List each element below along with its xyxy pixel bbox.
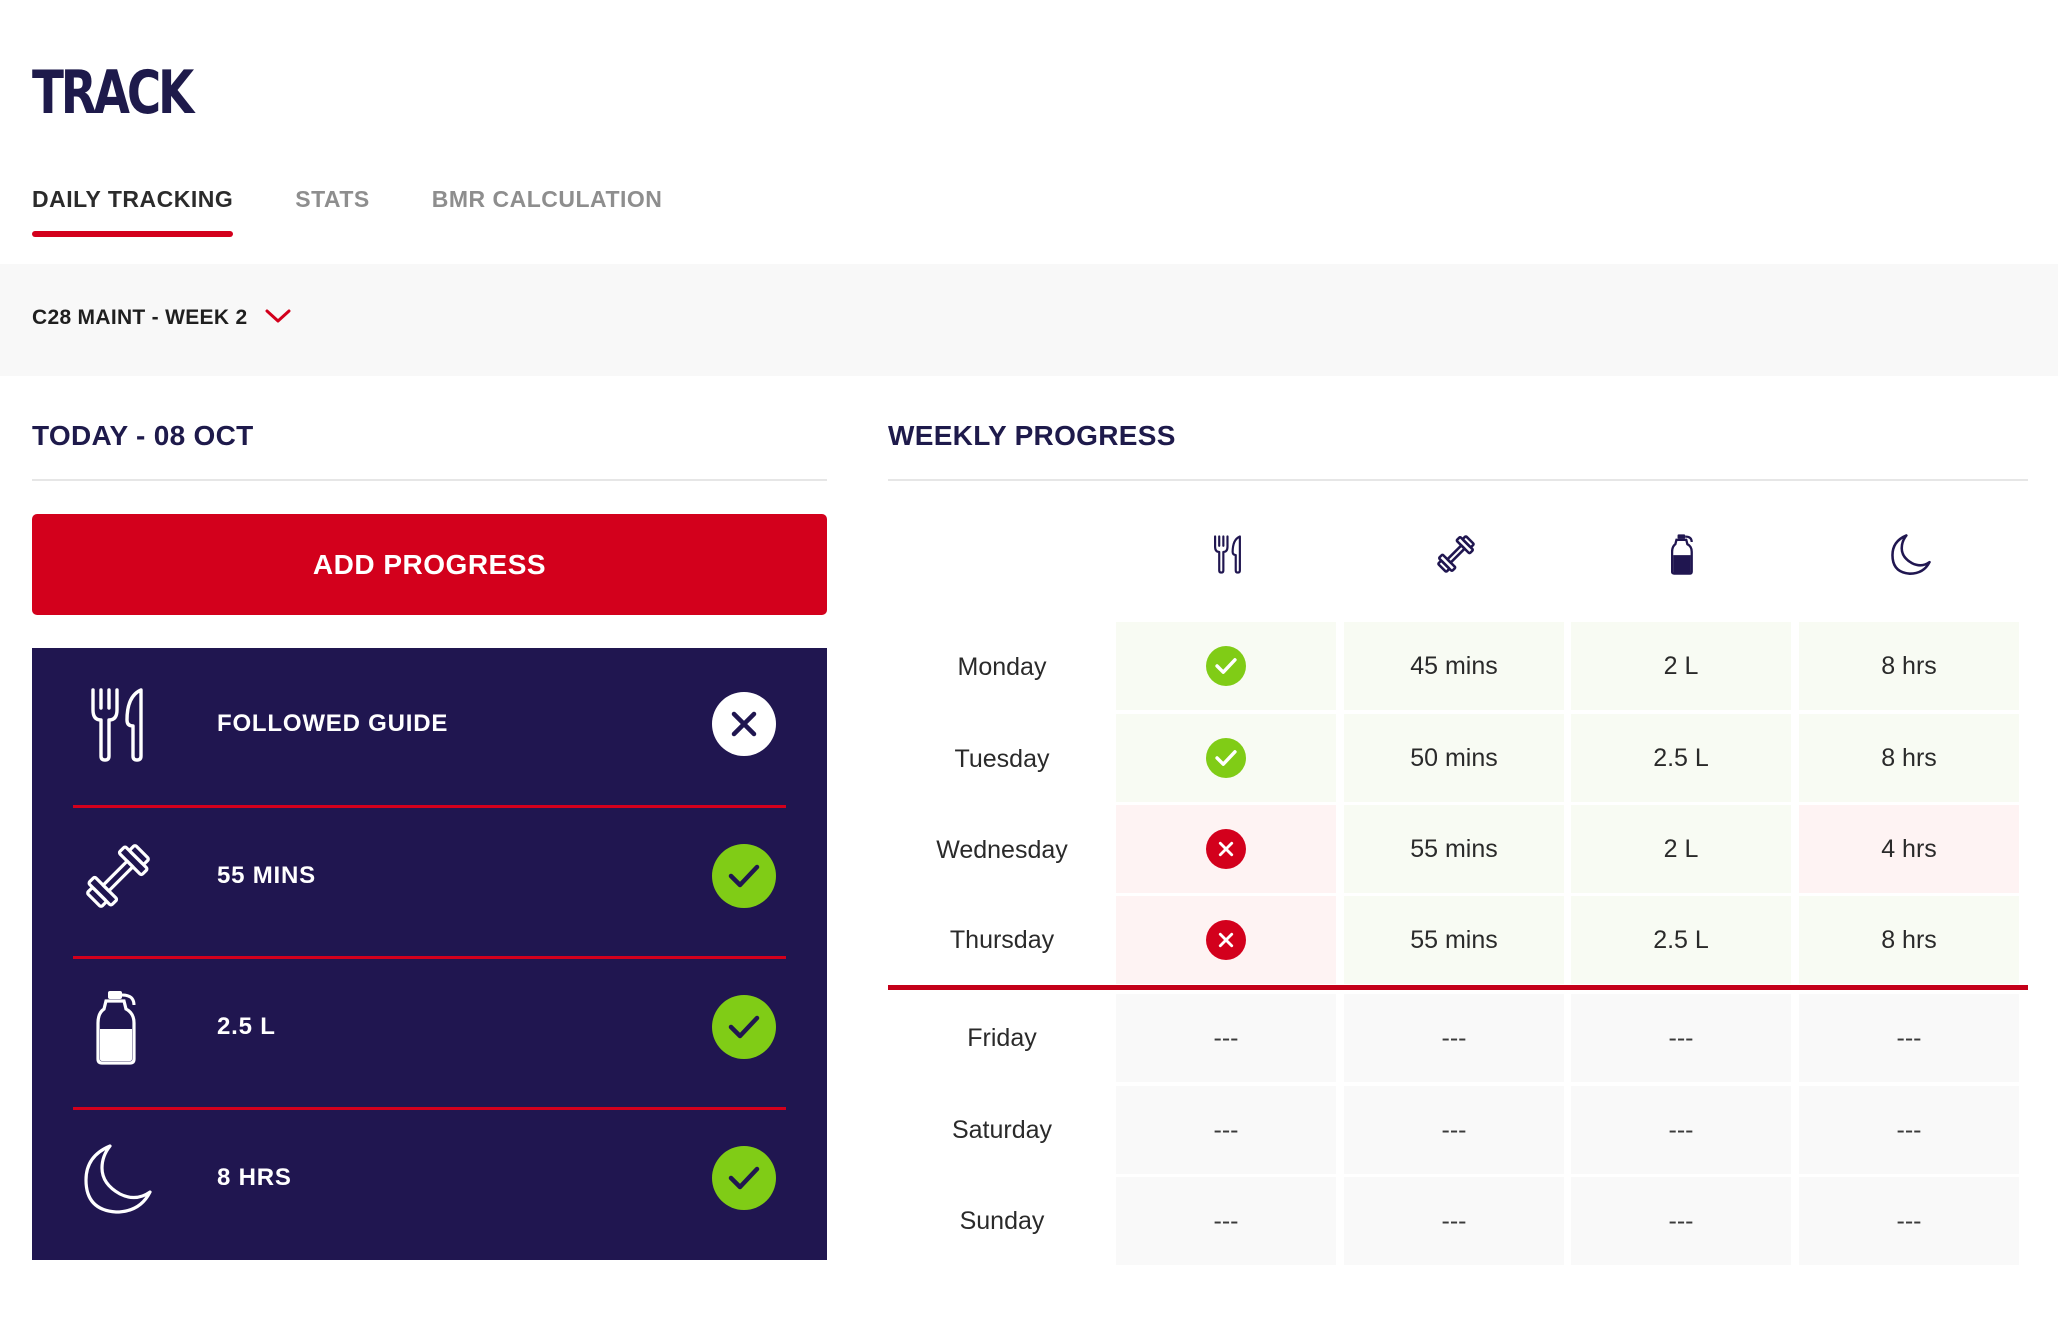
today-divider xyxy=(32,479,827,481)
daily-item-label: 55 MINS xyxy=(217,861,316,889)
water-cell: 2.5 L xyxy=(1571,714,1791,802)
water-bottle-icon xyxy=(1573,524,1793,584)
add-progress-button[interactable]: ADD PROGRESS xyxy=(32,514,827,615)
page-title: TRACK xyxy=(32,58,194,128)
day-label: Tuesday xyxy=(954,745,1050,773)
food-cell: --- xyxy=(1116,994,1336,1082)
status-met-icon[interactable] xyxy=(712,994,776,1059)
status-met-icon[interactable] xyxy=(712,843,776,908)
sleep-cell: --- xyxy=(1799,1177,2019,1265)
exercise-cell: 55 mins xyxy=(1344,896,1564,984)
food-cell xyxy=(1116,714,1336,802)
exercise-cell: 50 mins xyxy=(1344,714,1564,802)
exercise-cell: --- xyxy=(1344,1177,1564,1265)
moon-icon xyxy=(1801,524,2021,584)
daily-item-label: 8 HRS xyxy=(217,1163,292,1191)
day-label: Saturday xyxy=(951,1116,1053,1144)
sleep-cell: --- xyxy=(1799,1086,2019,1174)
daily-item-exercise[interactable]: 55 MINS xyxy=(32,800,827,951)
week-dropdown[interactable]: C28 MAINT - WEEK 2 xyxy=(32,306,291,330)
sleep-cell: 4 hrs xyxy=(1799,805,2019,893)
weekly-divider xyxy=(888,479,2028,481)
tab-bar: DAILY TRACKING STATS BMR CALCULATION xyxy=(32,186,724,237)
row-divider xyxy=(73,805,786,808)
water-cell: --- xyxy=(1571,1177,1791,1265)
moon-icon xyxy=(78,1138,158,1218)
food-cell xyxy=(1116,896,1336,984)
cross-icon xyxy=(1206,920,1246,960)
food-cell: --- xyxy=(1116,1086,1336,1174)
tab-bmr-calculation[interactable]: BMR CALCULATION xyxy=(431,186,663,212)
sleep-cell: --- xyxy=(1799,994,2019,1082)
water-cell: --- xyxy=(1571,994,1791,1082)
day-label: Monday xyxy=(957,653,1047,681)
dumbbell-icon xyxy=(1346,524,1566,584)
check-icon xyxy=(1206,738,1246,778)
exercise-cell: 55 mins xyxy=(1344,805,1564,893)
tab-stats[interactable]: STATS xyxy=(295,186,370,212)
daily-panel: FOLLOWED GUIDE 55 MINS xyxy=(32,648,827,1260)
fork-knife-icon xyxy=(78,684,158,764)
exercise-cell: --- xyxy=(1344,994,1564,1082)
day-label: Sunday xyxy=(959,1207,1045,1235)
check-icon xyxy=(1206,646,1246,686)
cross-icon xyxy=(1206,829,1246,869)
water-cell: --- xyxy=(1571,1086,1791,1174)
day-label: Friday xyxy=(967,1024,1037,1052)
daily-item-label: FOLLOWED GUIDE xyxy=(217,709,449,737)
water-bottle-icon xyxy=(78,987,158,1067)
food-cell xyxy=(1116,622,1336,710)
daily-item-water[interactable]: 2.5 L xyxy=(32,951,827,1102)
row-divider xyxy=(73,1107,786,1110)
exercise-cell: --- xyxy=(1344,1086,1564,1174)
sleep-cell: 8 hrs xyxy=(1799,896,2019,984)
exercise-cell: 45 mins xyxy=(1344,622,1564,710)
dumbbell-icon xyxy=(78,836,158,916)
sleep-cell: 8 hrs xyxy=(1799,714,2019,802)
sleep-cell: 8 hrs xyxy=(1799,622,2019,710)
daily-item-label: 2.5 L xyxy=(217,1012,276,1040)
fork-knife-icon xyxy=(1118,524,1338,584)
today-title: TODAY - 08 OCT xyxy=(32,420,254,451)
food-cell: --- xyxy=(1116,1177,1336,1265)
week-bar: C28 MAINT - WEEK 2 xyxy=(0,264,2058,376)
status-not-met-icon[interactable] xyxy=(712,691,776,756)
status-met-icon[interactable] xyxy=(712,1145,776,1210)
weekly-title: WEEKLY PROGRESS xyxy=(888,420,1176,451)
water-cell: 2 L xyxy=(1571,622,1791,710)
water-cell: 2 L xyxy=(1571,805,1791,893)
day-label: Wednesday xyxy=(936,836,1068,864)
food-cell xyxy=(1116,805,1336,893)
tab-daily-tracking[interactable]: DAILY TRACKING xyxy=(32,186,234,237)
week-dropdown-label: C28 MAINT - WEEK 2 xyxy=(32,306,248,329)
daily-item-food[interactable]: FOLLOWED GUIDE xyxy=(32,648,827,799)
day-label: Thursday xyxy=(949,926,1055,954)
row-divider xyxy=(73,956,786,959)
daily-item-sleep[interactable]: 8 HRS xyxy=(32,1102,827,1253)
today-marker-line xyxy=(888,985,2028,990)
chevron-down-icon xyxy=(265,308,291,329)
weekly-progress-table: Monday 45 mins 2 L 8 hrs Tuesday 50 mins… xyxy=(888,500,2028,1280)
water-cell: 2.5 L xyxy=(1571,896,1791,984)
